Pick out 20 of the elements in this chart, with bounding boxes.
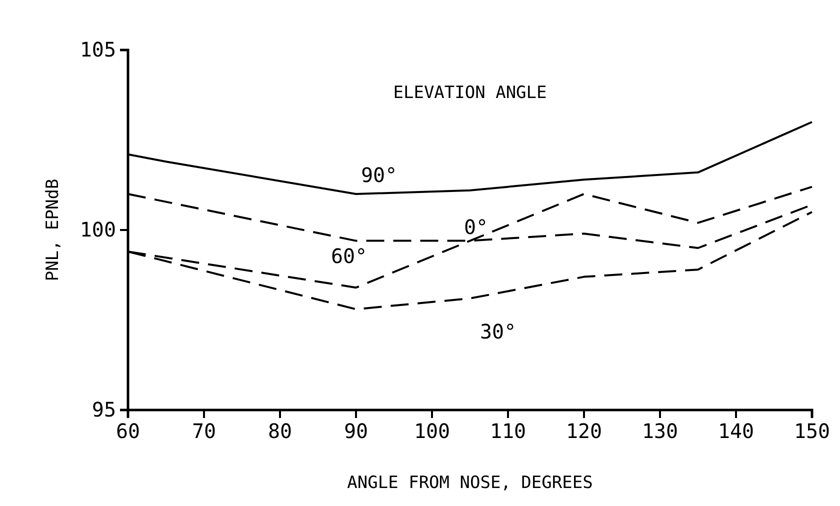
x-tick-label: 110 (490, 419, 526, 444)
x-tick-label: 120 (566, 419, 602, 444)
x-axis-title: ANGLE FROM NOSE, DEGREES (347, 473, 593, 493)
y-axis-title: PNL, EPNdB (43, 178, 63, 282)
series-label: 90° (361, 163, 398, 187)
x-tick-label: 130 (642, 419, 678, 444)
series-label: 0° (464, 215, 488, 239)
x-tick-label: 70 (192, 419, 216, 444)
series-label: 30° (480, 319, 516, 344)
y-tick-label: 95 (92, 397, 116, 422)
x-tick-label: 60 (116, 419, 140, 444)
x-tick-label: 150 (794, 419, 830, 444)
x-tick-label: 80 (268, 419, 292, 444)
y-tick-label: 100 (80, 217, 116, 242)
series-label: 60° (331, 244, 368, 268)
x-tick-label: 140 (718, 419, 754, 444)
y-tick-label: 105 (80, 37, 116, 62)
x-tick-label: 90 (344, 419, 368, 444)
annotation: ELEVATION ANGLE (393, 83, 547, 103)
x-tick-label: 100 (414, 419, 450, 444)
